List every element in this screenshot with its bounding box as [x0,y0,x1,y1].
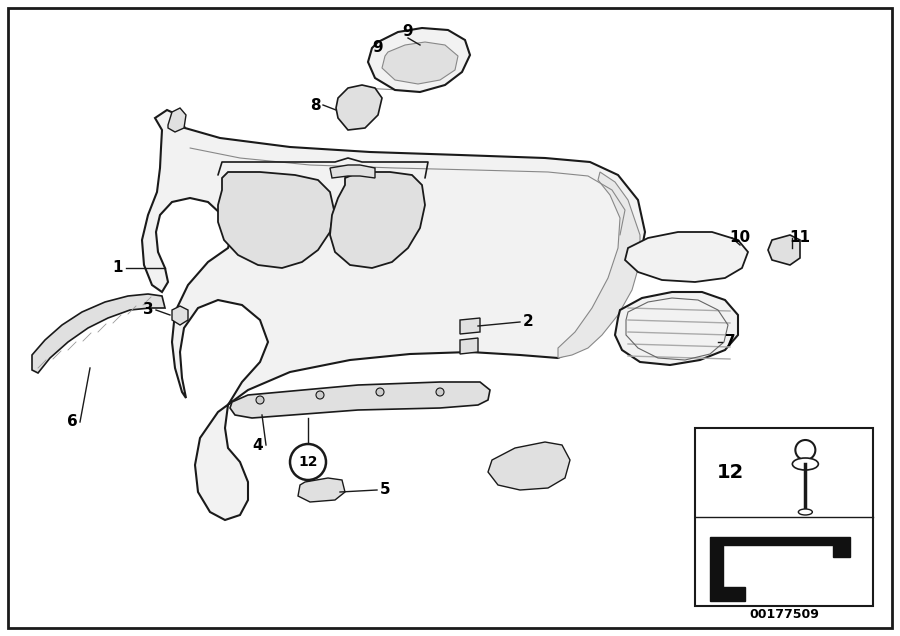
Text: 5: 5 [380,483,391,497]
Polygon shape [142,110,645,520]
Polygon shape [615,292,738,365]
Polygon shape [32,294,165,373]
Text: 12: 12 [717,462,744,481]
Polygon shape [710,537,850,601]
Text: 9: 9 [402,25,413,39]
Ellipse shape [792,458,818,470]
Text: 7: 7 [724,335,735,350]
Text: 10: 10 [729,230,751,245]
Text: 4: 4 [253,438,264,452]
Polygon shape [768,235,800,265]
Circle shape [316,391,324,399]
Text: 00177509: 00177509 [749,609,819,621]
Polygon shape [488,442,570,490]
Circle shape [436,388,444,396]
Polygon shape [368,28,470,92]
Circle shape [256,396,264,404]
Text: 6: 6 [67,415,77,429]
Polygon shape [172,306,188,325]
Polygon shape [330,165,375,178]
Bar [695,428,873,606]
Polygon shape [460,338,478,354]
Polygon shape [330,172,425,268]
Polygon shape [460,318,480,334]
Text: 3: 3 [143,303,153,317]
Text: 2: 2 [523,314,534,329]
Text: 8: 8 [310,97,320,113]
Circle shape [376,388,384,396]
Polygon shape [168,108,186,132]
Polygon shape [298,478,345,502]
Text: 1: 1 [112,261,123,275]
Polygon shape [336,85,382,130]
Polygon shape [382,42,458,84]
Text: 12: 12 [298,455,318,469]
Circle shape [290,444,326,480]
Ellipse shape [798,509,813,515]
Polygon shape [218,172,334,268]
Polygon shape [625,232,748,282]
Text: 9: 9 [373,41,383,55]
Polygon shape [558,172,640,358]
Text: 11: 11 [789,230,811,245]
Polygon shape [230,382,490,418]
Circle shape [796,440,815,460]
